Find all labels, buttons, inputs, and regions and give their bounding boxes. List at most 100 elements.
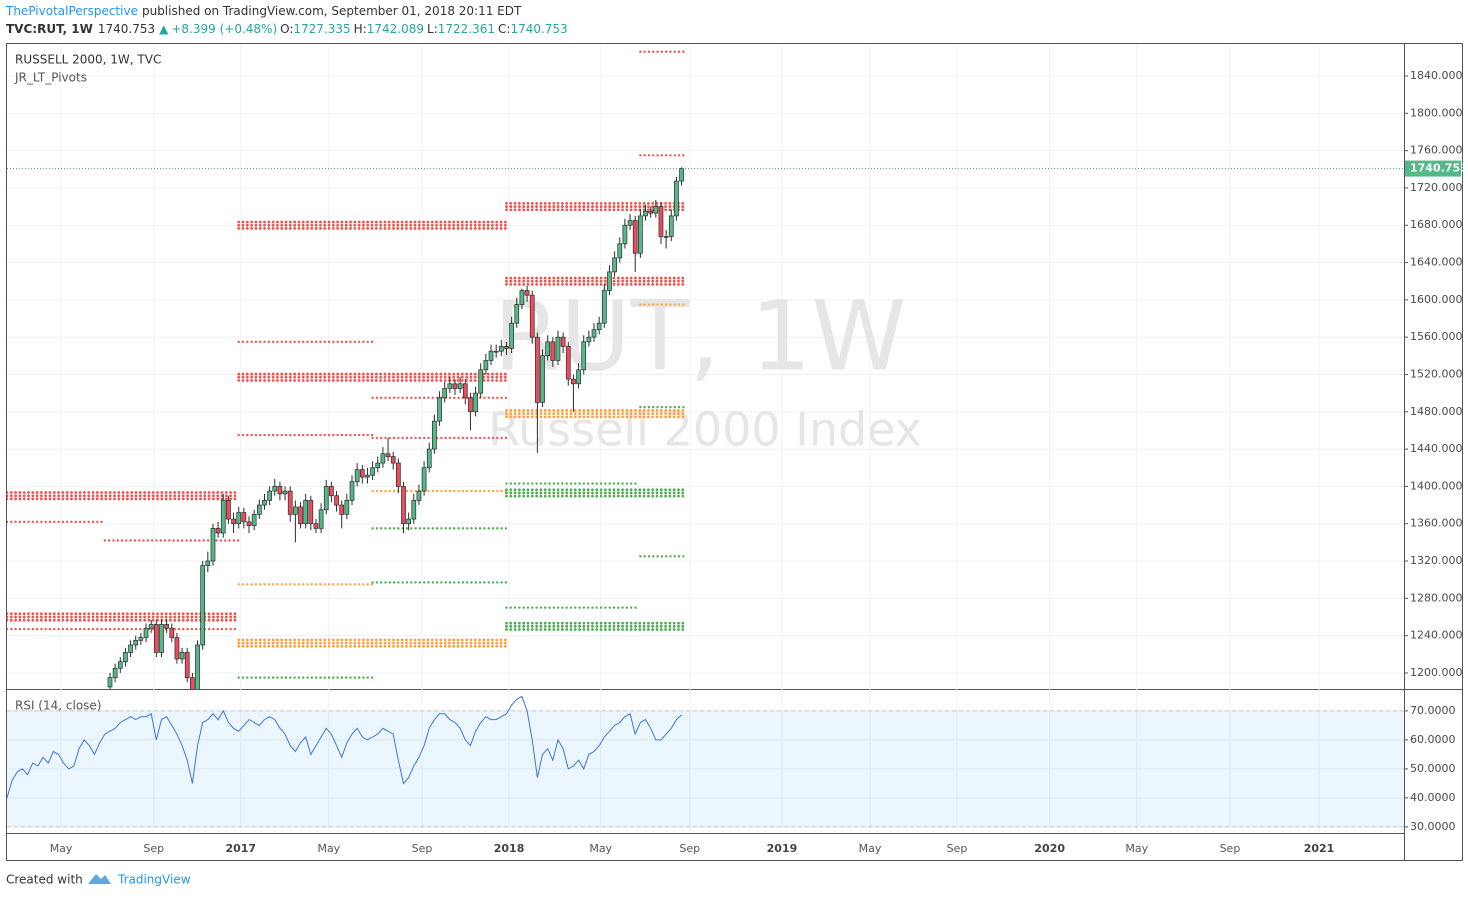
- candle-body: [663, 236, 669, 238]
- candle-body: [344, 500, 350, 515]
- candle-body: [220, 500, 226, 534]
- candle-body: [262, 500, 267, 506]
- candle-body: [313, 523, 319, 529]
- candle-body: [401, 486, 406, 525]
- candle-body: [576, 369, 581, 385]
- o-label: O:: [280, 22, 293, 36]
- candle-body: [535, 336, 540, 403]
- axes: May Sep 2017 May Sep 2018 May Sep 2019 May Sep 2020…: [50, 69, 1468, 855]
- y-tick-label: 70.0000: [1410, 704, 1456, 717]
- pivot-layer: [7, 50, 689, 679]
- y-tick-label: 1760.000: [1410, 144, 1463, 157]
- candle-body: [365, 474, 370, 478]
- rsi-title: RSI (14, close): [15, 699, 101, 713]
- candle-body: [519, 290, 525, 305]
- o-value: 1727.335: [293, 22, 350, 36]
- candle-body: [169, 627, 175, 638]
- author[interactable]: ThePivotalPerspective: [5, 4, 138, 18]
- footer-created: Created with: [6, 873, 83, 887]
- candle-body: [426, 448, 432, 469]
- indicator-name: JR_LT_Pivots: [14, 71, 87, 85]
- candle-body: [308, 500, 314, 525]
- l-label: L:: [427, 22, 438, 36]
- candle-body: [215, 528, 221, 534]
- candle-body: [529, 294, 535, 338]
- candle-body: [617, 243, 623, 259]
- candle-body: [277, 486, 283, 495]
- candle-body: [447, 383, 453, 389]
- candle-body: [658, 206, 664, 237]
- x-tick-label: 2017: [225, 842, 256, 855]
- candle-body: [339, 504, 345, 515]
- candle-body: [462, 383, 468, 399]
- candle-body: [318, 509, 324, 529]
- candle-body: [586, 336, 592, 343]
- h-value: 1742.089: [367, 22, 424, 36]
- candle-body: [133, 639, 139, 646]
- candle-body: [272, 486, 278, 492]
- candle-body: [545, 341, 551, 357]
- candle-body: [632, 220, 638, 254]
- candle-body: [483, 360, 489, 371]
- candle-body: [524, 290, 530, 296]
- y-tick-label: 1360.000: [1410, 517, 1463, 530]
- x-tick-label: Sep: [1220, 842, 1241, 855]
- candle-layer: [7, 167, 1404, 689]
- candle-body: [123, 652, 128, 663]
- candle-body: [226, 500, 231, 520]
- candle-body: [452, 383, 458, 389]
- candle-body: [282, 490, 288, 495]
- candle-body: [514, 304, 520, 324]
- candle-body: [107, 677, 113, 688]
- x-tick-label: 2019: [767, 842, 798, 855]
- candle-body: [267, 490, 272, 501]
- candle-body: [550, 341, 556, 361]
- candle-body: [607, 271, 612, 291]
- candle-body: [432, 420, 437, 450]
- candle-body: [679, 168, 684, 182]
- candle-body: [416, 490, 422, 501]
- y-tick-label: 1200.000: [1410, 666, 1463, 679]
- candle-body: [334, 495, 339, 506]
- candle-body: [210, 528, 216, 562]
- candle-body: [653, 206, 659, 214]
- pane-title: RUSSELL 2000, 1W, TVC: [15, 53, 161, 67]
- candle-body: [256, 504, 262, 515]
- candle-body: [468, 397, 473, 413]
- y-tick-label: 1600.000: [1410, 293, 1463, 306]
- candle-body: [437, 397, 442, 422]
- candle-body: [488, 350, 494, 361]
- header-line: ThePivotalPerspective published on Tradin…: [5, 4, 522, 18]
- candle-body: [591, 329, 597, 338]
- last-price-box: [1405, 160, 1461, 177]
- c-label: C:: [498, 22, 510, 36]
- candle-body: [112, 667, 118, 678]
- candle-body: [498, 346, 504, 352]
- candle-body: [241, 512, 247, 523]
- candle-body: [571, 378, 576, 385]
- quote-line: TVC:RUT, 1W 1740.753 ▲ +8.399 (+0.48%) O:172…: [6, 22, 568, 36]
- candle-body: [323, 486, 329, 511]
- y-tick-label: 1280.000: [1410, 591, 1463, 604]
- y-tick-label: 60.0000: [1410, 733, 1456, 746]
- candle-body: [457, 383, 463, 389]
- x-tick-label: 2021: [1304, 842, 1335, 855]
- published: published on TradingView.com, September …: [142, 4, 522, 18]
- footer-brand[interactable]: TradingView: [117, 873, 191, 887]
- candle-body: [406, 518, 411, 525]
- x-tick-label: 2018: [494, 842, 525, 855]
- candle-body: [509, 322, 514, 349]
- rsi-line: [7, 695, 682, 799]
- x-tick-label: May: [1125, 842, 1148, 855]
- candle-body: [148, 624, 154, 629]
- candle-body: [359, 469, 365, 478]
- candle-body: [128, 644, 133, 653]
- candle-body: [205, 560, 211, 567]
- candle-body: [117, 661, 123, 669]
- candle-body: [236, 512, 242, 525]
- candle-body: [179, 652, 185, 660]
- candle-body: [504, 346, 509, 349]
- candle-body: [287, 490, 293, 515]
- x-tick-label: May: [317, 842, 340, 855]
